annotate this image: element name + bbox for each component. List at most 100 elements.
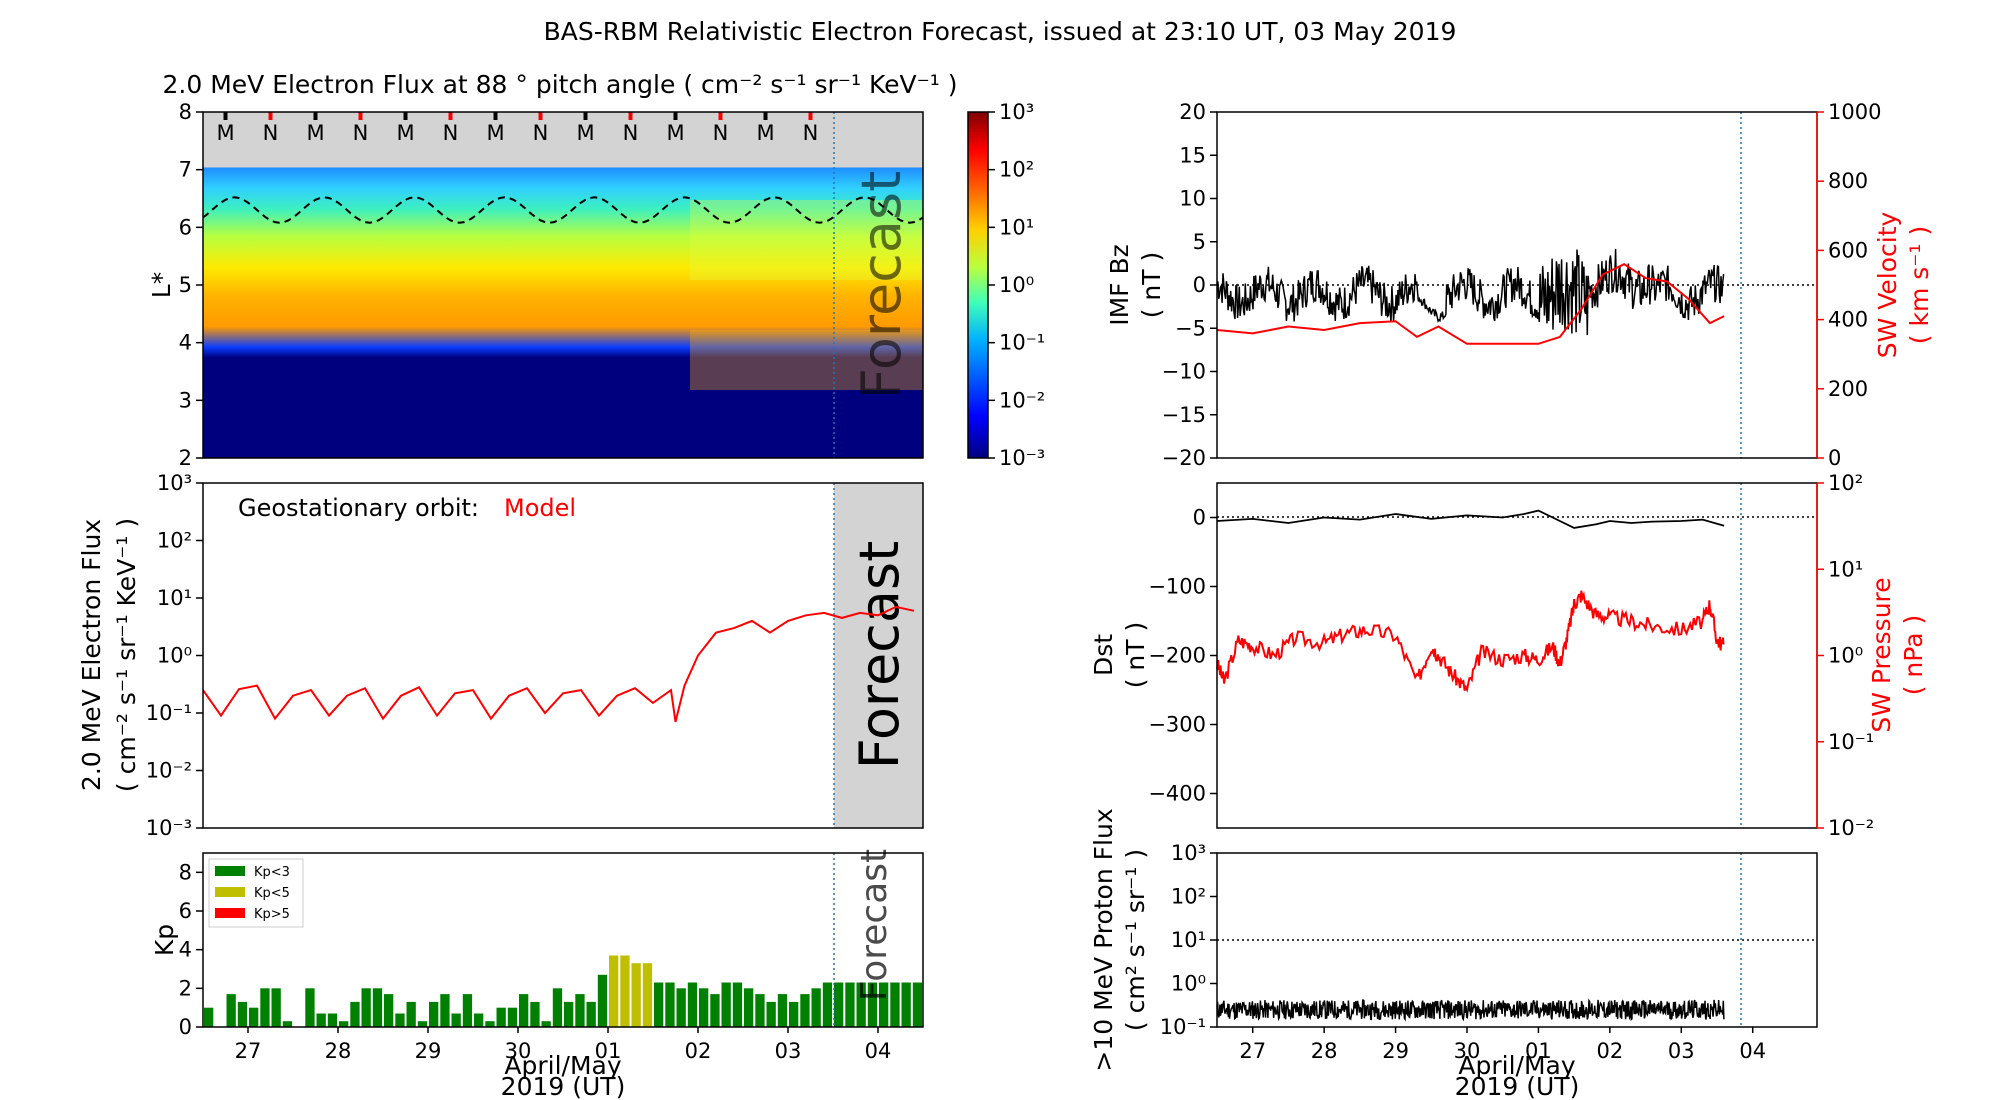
dst-y-ticks: −400 −300 −200 −100 0	[1148, 506, 1217, 806]
x-tick-label: 01	[1525, 1039, 1552, 1063]
colorbar-tick-label: 10²	[999, 158, 1034, 182]
kp-bar	[249, 1007, 259, 1027]
x-tick-label: 04	[865, 1039, 892, 1063]
kp-bar	[552, 988, 563, 1027]
geo-tick-label: 10¹	[157, 586, 192, 610]
kp-bar	[440, 994, 450, 1027]
dst-ylabel-line2: ( nT )	[1121, 622, 1150, 689]
sw-pressure-line	[1216, 590, 1725, 693]
colorbar-tick-label: 10⁻²	[999, 388, 1045, 412]
lstar-tick-label: 6	[179, 215, 192, 239]
kp-bar	[316, 1013, 326, 1027]
kp-legend-label-3: Kp>5	[254, 907, 290, 922]
panel-proton-flux: 10⁻¹ 10⁰ 10¹ 10² 10³ >10 MeV Proton Flux ( c…	[1089, 808, 1818, 1100]
mn-marker-label: N	[713, 121, 729, 145]
geo-tick-label: 10²	[157, 529, 192, 553]
geo-tick-label: 10⁻¹	[146, 701, 192, 725]
kp-bar	[350, 1001, 360, 1027]
heatmap-ylabel: L*	[147, 272, 176, 298]
kp-forecast-label: Forecast	[854, 849, 895, 1001]
kp-bar	[406, 1001, 416, 1027]
kp-bar	[912, 982, 923, 1027]
mn-marker-label: N	[533, 121, 549, 145]
kp-bar	[485, 1021, 495, 1027]
kp-bar	[676, 988, 686, 1027]
kp-bar	[327, 1013, 338, 1027]
kp-bar	[710, 994, 720, 1027]
velocity-tick-label: 1000	[1828, 100, 1881, 124]
proton-tick-label: 10⁰	[1171, 972, 1206, 996]
kp-tick-label: 4	[179, 938, 192, 962]
right-xlabel-line1: April/May	[1458, 1051, 1575, 1080]
kp-bar	[834, 982, 844, 1027]
kp-bar	[755, 994, 765, 1027]
imf-tick-label: −15	[1162, 403, 1206, 427]
left-xlabel-line2: 2019 (UT)	[501, 1072, 626, 1100]
velocity-y-ticks: 0 200 400 600 800 1000	[1817, 100, 1881, 470]
heatmap-late-period	[690, 330, 923, 390]
kp-bar	[822, 982, 833, 1027]
imf-tick-label: −5	[1175, 316, 1206, 340]
pressure-tick-label: 10¹	[1828, 557, 1863, 581]
pressure-tick-label: 10⁻²	[1828, 816, 1874, 840]
kp-tick-label: 8	[179, 860, 192, 884]
kp-bar	[417, 1021, 428, 1027]
colorbar-tick-label: 10³	[999, 100, 1034, 124]
x-tick-label: 01	[595, 1039, 622, 1063]
kp-bar	[305, 988, 315, 1027]
kp-bar	[811, 988, 821, 1027]
pressure-ylabel-line2: ( nPa )	[1899, 615, 1928, 696]
kp-bar	[204, 1007, 214, 1027]
mn-marker-label: N	[803, 121, 819, 145]
x-tick-label: 30	[505, 1039, 532, 1063]
imf-tick-label: 20	[1179, 100, 1206, 124]
geo-ylabel-line1: 2.0 MeV Electron Flux	[77, 519, 106, 791]
kp-bar	[777, 994, 788, 1027]
dst-ylabel-line1: Dst	[1089, 634, 1118, 676]
kp-bar	[474, 1013, 484, 1027]
heatmap-forecast-label: Forecast	[850, 171, 913, 400]
velocity-tick-label: 800	[1828, 169, 1868, 193]
imf-tick-label: 15	[1179, 143, 1206, 167]
kp-bar	[699, 988, 709, 1027]
kp-bar	[901, 982, 911, 1027]
kp-bar	[496, 1007, 506, 1027]
left-x-ticks: 27 28 29 30 01 02 03 04	[235, 1027, 892, 1063]
proton-tick-label: 10¹	[1171, 928, 1206, 952]
colorbar-ticks: 10⁻³ 10⁻² 10⁻¹ 10⁰ 10¹ 10² 10³	[988, 100, 1045, 470]
proton-y-ticks: 10⁻¹ 10⁰ 10¹ 10² 10³	[1160, 841, 1217, 1039]
mn-marker-label: N	[263, 121, 279, 145]
proton-tick-label: 10³	[1171, 841, 1206, 865]
kp-bar	[530, 1001, 540, 1027]
kp-bar	[845, 982, 855, 1027]
kp-bar	[867, 982, 878, 1027]
kp-bar	[564, 1001, 574, 1027]
dst-line	[1216, 509, 1725, 529]
kp-bar	[744, 988, 754, 1027]
kp-legend-swatch-1	[215, 866, 245, 876]
geo-tick-label: 10⁻³	[146, 816, 192, 840]
kp-bar	[687, 982, 698, 1027]
kp-legend-swatch-2	[215, 887, 245, 897]
dst-tick-label: −300	[1148, 713, 1206, 737]
imf-ylabel-line1: IMF Bz	[1105, 244, 1134, 326]
pressure-ylabel-line1: SW Pressure	[1867, 577, 1896, 732]
figure-title: BAS-RBM Relativistic Electron Forecast, …	[544, 17, 1457, 46]
sw-velocity-line	[1216, 263, 1725, 345]
kp-bar	[642, 963, 653, 1027]
kp-bar	[586, 1001, 596, 1027]
kp-bar	[597, 974, 608, 1027]
kp-bar	[384, 994, 394, 1027]
kp-bar	[451, 1013, 461, 1027]
kp-bar	[631, 963, 641, 1027]
panel-imf-sw: −20 −15 −10 −5 0 5 10 15 20 0 200 400 600 800 1000 IM…	[1105, 100, 1934, 470]
mn-marker-label: N	[443, 121, 459, 145]
left-xlabel-line1: April/May	[504, 1051, 621, 1080]
imf-tick-label: −20	[1162, 446, 1206, 470]
kp-bar	[372, 988, 383, 1027]
kp-bar	[856, 982, 866, 1027]
kp-bar	[462, 994, 473, 1027]
kp-legend-label-1: Kp<3	[254, 865, 290, 880]
colorbar-tick-label: 10¹	[999, 215, 1034, 239]
